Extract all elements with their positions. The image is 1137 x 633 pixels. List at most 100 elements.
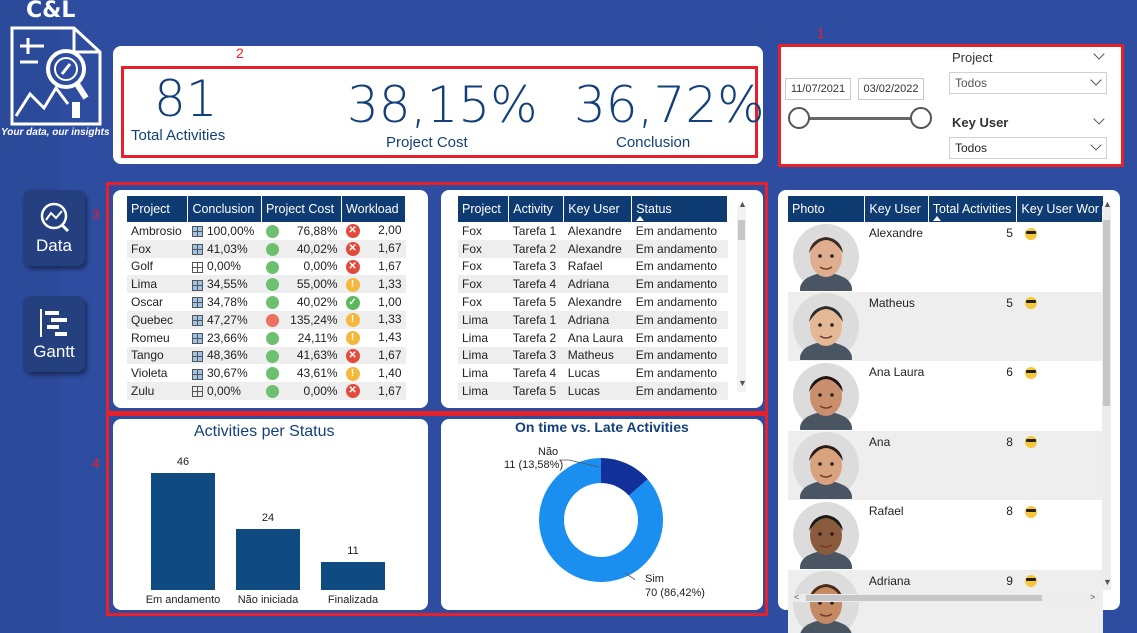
bar-1[interactable] [236,528,300,590]
col-workload[interactable]: Workload [341,196,406,222]
table-row[interactable]: Ana Laura 6 [788,361,1103,431]
bar-2[interactable] [321,561,385,590]
sort-ascending-icon[interactable] [932,216,941,221]
status-dot-icon [265,260,279,274]
sort-ascending-icon[interactable] [636,216,645,221]
table-row[interactable]: Violeta 30,67% 43,61%! 1,40 [127,364,406,382]
date-start-input[interactable]: 11/07/2021 [785,78,851,100]
photo-cell [788,291,865,361]
workload-value: 1,00 [378,294,402,309]
col-project[interactable]: Project [458,196,510,222]
scrollbar-thumb[interactable] [806,595,1042,601]
project-cost-value: 41,63% [296,348,338,363]
table-row[interactable]: Ambrosio 100,00% 76,88% ✕ 2,00 [127,222,406,240]
nav-gantt-button[interactable]: Gantt [23,296,85,372]
col-status[interactable]: Status [631,196,728,222]
donut-label-sim-name: Sim [645,573,664,585]
col-key-user[interactable]: Key User [864,196,929,222]
bar-0[interactable] [151,472,215,590]
conclusion-cell: 23,66% [188,329,262,347]
table-row[interactable]: Lima Tarefa 3 Matheus Em andamento [458,346,728,365]
col-project-cost[interactable]: Project Cost [261,196,343,222]
project-cost-cell: 55,00% [261,275,342,294]
table-row[interactable]: Fox Tarefa 4 Adriana Em andamento [458,275,728,294]
photo-cell [788,222,865,292]
table-row[interactable]: Rafael 8 [788,500,1103,570]
key-user-table-hscrollbar[interactable] [790,594,1100,602]
project-filter-label: Project [952,50,993,65]
grid-icon [191,226,203,238]
table-row[interactable]: Alexandre 5 [788,222,1103,292]
project-cost-cell: 24,11% [262,329,342,347]
col-photo[interactable]: Photo [788,196,866,222]
activity-cell: Tarefa 3 [512,259,557,274]
workload-value: 1,67 [378,259,402,274]
scroll-up-icon[interactable]: ▲ [1103,199,1112,209]
date-slider-end-handle[interactable] [910,107,932,129]
scroll-down-icon[interactable]: ▼ [738,378,747,388]
table-row[interactable]: Lima Tarefa 4 Lucas Em andamento [458,364,728,382]
col-key-user[interactable]: Key User [563,196,633,222]
scroll-down-icon[interactable]: ▼ [1103,577,1112,587]
table-row[interactable]: Fox Tarefa 1 Alexandre Em andamento [458,222,728,240]
table-row[interactable]: Fox Tarefa 3 Rafael Em andamento [458,258,728,276]
donut-slice-Sim[interactable] [539,458,663,582]
nav-data-button[interactable]: Data [23,190,85,266]
error-icon: ✕ [345,242,360,257]
table-row[interactable]: Ana 8 [788,430,1103,500]
col-project[interactable]: Project [127,196,189,222]
status-dot-icon [265,367,279,381]
project-filter-dropdown[interactable]: Todos [949,72,1107,94]
warning-icon: ! [345,313,360,328]
key-user-cell: Rafael [567,259,603,274]
project-cost-value: 135,24% [290,312,338,327]
warning-icon: ! [345,331,360,346]
donut-slice-Não[interactable] [601,458,648,496]
key-user-cell: Ana Laura [868,365,925,379]
grid-icon [191,368,203,380]
date-end-input[interactable]: 03/02/2022 [858,78,924,100]
scroll-left-icon[interactable]: < [794,592,800,602]
table-row[interactable]: Fox 41,03% 40,02% ✕ 1,67 [127,239,406,258]
col-activity[interactable]: Activity [508,196,565,222]
table-row[interactable]: Tango 48,36% 41,63% ✕ 1,67 [127,346,406,365]
conclusion-cell: 41,03% [187,239,262,258]
scroll-up-icon[interactable]: ▲ [738,199,747,209]
table-row[interactable]: Matheus 5 [788,291,1103,361]
activity-table-scrollbar[interactable] [737,206,746,392]
table-row[interactable]: Oscar 34,78% 40,02% ✓ 1,00 [127,293,406,311]
table-row[interactable]: Zulu 0,00% 0,00% ✕ 1,67 [127,382,406,400]
logo-icon [4,24,104,128]
project-cost-cell: 40,02% [262,293,342,311]
project-cost-value: 40,02% [296,241,338,256]
status-chart-title: Activities per Status [194,423,335,440]
total-activities-cell: 8 [928,430,1017,500]
table-row[interactable]: Lima Tarefa 5 Lucas Em andamento [458,382,728,400]
table-row[interactable]: Quebec 47,27% 135,24%! 1,33 [127,310,406,329]
conclusion-value: 34,55% [206,277,248,292]
project-cost-cell: 40,02% [261,239,342,258]
key-user-table-scrollbar[interactable] [1102,206,1111,590]
status-cell: Em andamento [635,259,718,274]
date-range-slider[interactable] [800,117,922,120]
table-row[interactable]: Lima Tarefa 1 Adriana Em andamento [458,310,728,329]
project-cost-value: 24,11% [297,330,338,345]
table-row[interactable]: Fox Tarefa 2 Alexandre Em andamento [458,239,728,258]
table-row[interactable]: Lima 34,55% 55,00%! 1,33 [127,275,406,294]
table-row[interactable]: Lima Tarefa 2 Ana Laura Em andamento [458,329,728,347]
sunglasses-emoji-icon [1024,505,1037,518]
scrollbar-thumb[interactable] [738,220,745,240]
col-total-activities[interactable]: Total Activities [928,196,1018,222]
scroll-right-icon[interactable]: > [1090,592,1096,602]
table-row[interactable]: Golf 0,00% 0,00% ✕ 1,67 [127,258,406,276]
project-name-cell: Zulu [127,382,188,400]
annotation-label-1: 1 [817,25,825,41]
donut-label-nao-name: Não [538,446,559,458]
col-key-user-workload[interactable]: Key User Wor [1016,196,1103,222]
table-row[interactable]: Fox Tarefa 5 Alexandre Em andamento [458,293,728,311]
table-row[interactable]: Romeu 23,66% 24,11%! 1,43 [127,329,406,347]
date-slider-start-handle[interactable] [788,107,810,129]
col-conclusion[interactable]: Conclusion [187,196,262,222]
scrollbar-thumb[interactable] [1103,220,1110,406]
key-user-filter-dropdown[interactable]: Todos [949,137,1107,159]
